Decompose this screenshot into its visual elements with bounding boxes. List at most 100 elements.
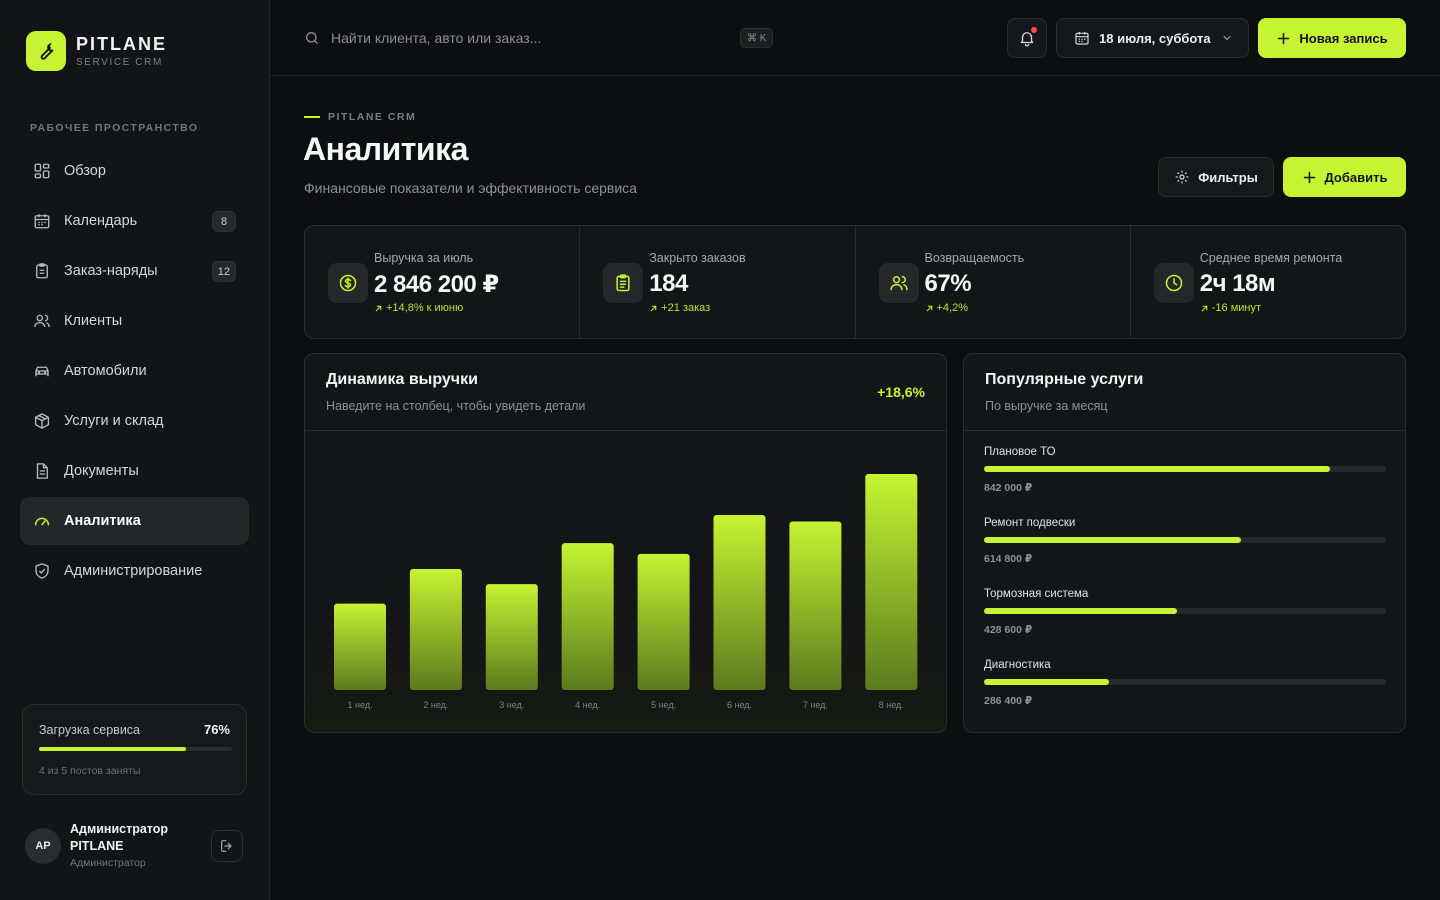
revenue-chart-card: Динамика выручки Наведите на столбец, чт… xyxy=(304,353,947,733)
avatar[interactable]: AP xyxy=(25,828,61,864)
workspace-label: РАБОЧЕЕ ПРОСТРАНСТВО xyxy=(30,122,199,134)
calendar-icon xyxy=(1074,30,1090,46)
brand-subtitle: SERVICE CRM xyxy=(76,57,163,68)
sidebar: PITLANE SERVICE CRM РАБОЧЕЕ ПРОСТРАНСТВО… xyxy=(0,0,270,900)
search-icon xyxy=(304,30,320,46)
chart-bar[interactable] xyxy=(713,515,766,690)
sidebar-item-overview[interactable]: Обзор xyxy=(20,147,249,195)
clock-icon xyxy=(1153,263,1194,303)
sidebar-nav: Обзор Календарь 8 Заказ-наряды 12 Клиент… xyxy=(20,147,249,597)
chart-bar[interactable] xyxy=(334,603,386,690)
logout-button[interactable] xyxy=(211,830,243,862)
sidebar-item-clients[interactable]: Клиенты xyxy=(20,297,249,345)
brand-name: PITLANE xyxy=(76,34,168,54)
kpi-card: Среднее время ремонта 2ч 18м -16 минут xyxy=(1131,226,1405,338)
card-header: Динамика выручки Наведите на столбец, чт… xyxy=(305,354,946,431)
popular-services-subtitle: По выручке за месяц xyxy=(985,399,1108,413)
revenue-bar-chart: 1 нед. 2 нед. 3 нед. 4 нед. 5 нед. 6 нед. 7 не… xyxy=(334,474,918,710)
search-input[interactable] xyxy=(331,30,711,46)
arrow-up-right-icon xyxy=(1200,304,1209,313)
kpi-value: 67% xyxy=(924,270,972,297)
box-icon xyxy=(33,412,51,430)
kpi-card: Возвращаемость 67% +4,2% xyxy=(856,226,1131,338)
logout-icon xyxy=(219,838,235,854)
list-item[interactable]: Тормозная система 428 600 ₽ xyxy=(984,588,1386,659)
services-list: Плановое ТО 842 000 ₽ Ремонт подвески 61… xyxy=(984,446,1386,730)
chart-tick-label: 8 нед. xyxy=(879,700,904,710)
kicker-text: PITLANE CRM xyxy=(328,111,417,123)
count-badge: 12 xyxy=(211,261,236,282)
user-name: Администратор PITLANE xyxy=(70,822,169,853)
chart-bar[interactable] xyxy=(409,569,462,690)
chart-tick-label: 2 нед. xyxy=(423,700,448,710)
service-load-progress-fill xyxy=(39,747,186,751)
search-bar: ⌘ K xyxy=(304,25,774,51)
clipboard-icon xyxy=(603,263,644,303)
filters-button[interactable]: Фильтры xyxy=(1158,157,1274,197)
kpi-delta: -16 минут xyxy=(1200,302,1261,314)
list-item[interactable]: Диагностика 286 400 ₽ xyxy=(984,659,1386,730)
filters-label: Фильтры xyxy=(1198,169,1258,185)
date-label: 18 июля, суббота xyxy=(1099,30,1211,46)
kpi-card: Закрыто заказов 184 +21 заказ xyxy=(580,226,856,338)
dollar-icon xyxy=(328,263,368,303)
chart-bar[interactable] xyxy=(637,553,690,690)
sidebar-item-label: Клиенты xyxy=(64,313,123,329)
kpi-value: 184 xyxy=(649,270,688,297)
service-load-percent: 76% xyxy=(203,722,230,737)
sidebar-item-label: Календарь xyxy=(64,213,138,229)
kpi-delta-text: -16 минут xyxy=(1211,302,1262,314)
sidebar-item-cars[interactable]: Автомобили xyxy=(20,347,249,395)
notifications-button[interactable] xyxy=(1007,18,1047,58)
count-badge: 8 xyxy=(212,211,236,232)
chart-bar[interactable] xyxy=(789,521,842,690)
sidebar-item-work-orders[interactable]: Заказ-наряды 12 xyxy=(20,247,249,295)
service-share-bar xyxy=(984,608,1386,614)
plus-icon xyxy=(1276,31,1291,46)
chart-bar[interactable] xyxy=(561,543,614,690)
chart-tick-label: 6 нед. xyxy=(727,700,752,710)
service-revenue: 286 400 ₽ xyxy=(984,695,1033,707)
sidebar-item-label: Услуги и склад xyxy=(64,413,164,429)
users-icon xyxy=(33,312,51,330)
sidebar-item-calendar[interactable]: Календарь 8 xyxy=(20,197,249,245)
list-item[interactable]: Плановое ТО 842 000 ₽ xyxy=(984,446,1386,517)
service-share-fill xyxy=(984,608,1177,614)
kpi-value: 2ч 18м xyxy=(1199,270,1276,297)
add-button[interactable]: Добавить xyxy=(1283,157,1406,197)
date-picker-button[interactable]: 18 июля, суббота xyxy=(1056,18,1249,58)
kpi-delta-text: +4,2% xyxy=(936,302,969,314)
chart-tick-label: 3 нед. xyxy=(499,700,524,710)
sidebar-item-label: Автомобили xyxy=(64,363,147,379)
sidebar-item-administration[interactable]: Администрирование xyxy=(20,547,249,595)
brand[interactable]: PITLANE SERVICE CRM xyxy=(26,31,167,71)
kpi-strip: Выручка за июль 2 846 200 ₽ +14,8% к июн… xyxy=(304,225,1406,339)
chart-bar[interactable] xyxy=(485,584,538,690)
kpi-label: Возвращаемость xyxy=(924,251,1025,265)
sidebar-item-label: Документы xyxy=(64,463,139,479)
notification-dot xyxy=(1031,27,1037,33)
service-load-card: Загрузка сервиса 76% 4 из 5 постов занят… xyxy=(22,704,247,795)
chart-bar[interactable] xyxy=(865,474,918,690)
sidebar-item-analytics[interactable]: Аналитика xyxy=(20,497,249,545)
revenue-chart-title: Динамика выручки xyxy=(326,371,478,388)
list-item[interactable]: Ремонт подвески 614 800 ₽ xyxy=(984,517,1386,588)
service-revenue: 428 600 ₽ xyxy=(984,624,1033,636)
new-record-button[interactable]: Новая запись xyxy=(1258,18,1406,58)
topbar: ⌘ K 18 июля, суббота Новая запись xyxy=(270,0,1440,76)
users-icon xyxy=(878,263,919,303)
service-revenue: 614 800 ₽ xyxy=(984,553,1033,565)
service-name: Тормозная система xyxy=(984,588,1089,600)
sidebar-item-label: Обзор xyxy=(64,163,106,179)
search-shortcut: ⌘ K xyxy=(740,28,774,48)
sidebar-item-services-warehouse[interactable]: Услуги и склад xyxy=(20,397,249,445)
kpi-label: Закрыто заказов xyxy=(649,251,746,265)
popular-services-card: Популярные услуги По выручке за месяц Пл… xyxy=(963,353,1406,733)
sidebar-item-documents[interactable]: Документы xyxy=(20,447,249,495)
kicker-accent-line xyxy=(304,116,320,118)
sidebar-item-label: Администрирование xyxy=(64,563,203,579)
user-profile: AP Администратор PITLANE Администратор xyxy=(25,820,245,872)
service-share-bar xyxy=(984,466,1386,472)
user-role: Администратор xyxy=(70,857,146,869)
sidebar-item-label: Аналитика xyxy=(64,513,141,529)
